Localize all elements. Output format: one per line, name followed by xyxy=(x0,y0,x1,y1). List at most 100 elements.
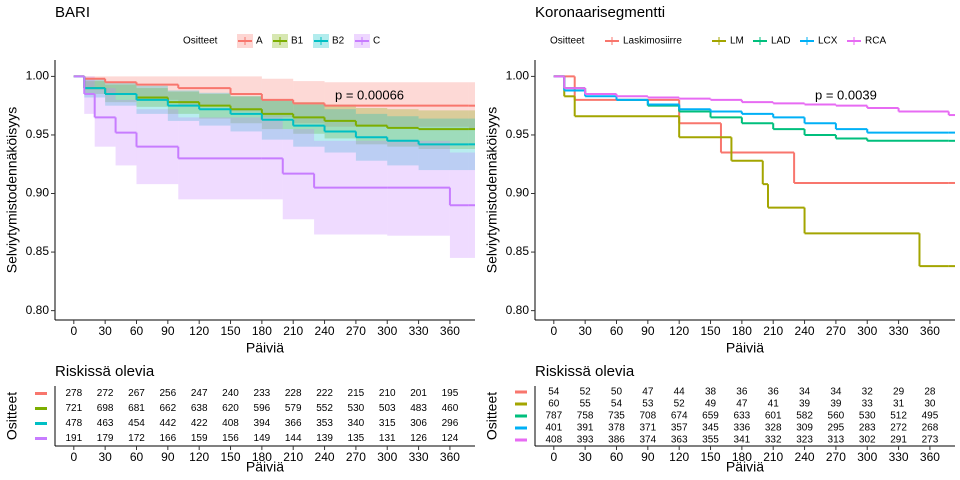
p-value: p = 0.00066 xyxy=(335,88,404,103)
legend-label: LAD xyxy=(771,36,790,47)
x-tick-label: 210 xyxy=(763,324,783,338)
confidence-band xyxy=(105,76,137,94)
risk-count: 278 xyxy=(65,388,82,399)
risk-count: 131 xyxy=(379,433,396,444)
risk-count: 144 xyxy=(285,433,302,444)
risk-count: 393 xyxy=(577,435,594,446)
x-tick-label: 120 xyxy=(189,324,209,338)
risk-count: 309 xyxy=(796,423,813,434)
risk-count: 442 xyxy=(159,418,176,429)
legend-title: Ositteet xyxy=(550,36,585,47)
table-x-tick-label: 300 xyxy=(377,450,397,464)
risk-count: 394 xyxy=(254,418,271,429)
table-x-tick-label: 360 xyxy=(920,450,940,464)
risk-count: 179 xyxy=(97,433,114,444)
risk-count: 30 xyxy=(924,399,936,410)
x-tick-label: 60 xyxy=(610,324,624,338)
table-x-tick-label: 180 xyxy=(732,450,752,464)
table-x-tick-label: 330 xyxy=(889,450,909,464)
risk-count: 47 xyxy=(736,399,748,410)
risk-count: 201 xyxy=(410,388,427,399)
risk-count: 323 xyxy=(796,435,813,446)
risk-count: 52 xyxy=(674,399,686,410)
risk-count: 159 xyxy=(191,433,208,444)
y-axis-label: Selviytymistodennäköisyys xyxy=(484,107,500,274)
confidence-band xyxy=(261,78,294,118)
risk-count: 210 xyxy=(379,388,396,399)
risk-count: 222 xyxy=(316,388,333,399)
risk-count: 156 xyxy=(222,433,239,444)
table-x-tick-label: 60 xyxy=(610,450,624,464)
risk-count: 55 xyxy=(580,399,592,410)
risk-count: 31 xyxy=(893,399,905,410)
legend-label: LCX xyxy=(818,36,838,47)
risk-count: 60 xyxy=(548,399,560,410)
risk-count: 401 xyxy=(545,423,562,434)
y-tick-label: 0.85 xyxy=(506,244,530,258)
risk-table-title: Riskissä olevia xyxy=(55,363,155,380)
table-x-tick-label: 330 xyxy=(409,450,429,464)
risk-count: 374 xyxy=(639,435,656,446)
risk-count: 166 xyxy=(159,433,176,444)
confidence-band xyxy=(84,76,106,89)
risk-count: 149 xyxy=(254,433,271,444)
risk-count: 503 xyxy=(379,403,396,414)
x-axis-label: Päiviä xyxy=(726,340,764,356)
risk-count: 530 xyxy=(348,403,365,414)
risk-count: 787 xyxy=(545,411,562,422)
table-x-tick-label: 150 xyxy=(701,450,721,464)
risk-count: 139 xyxy=(316,433,333,444)
risk-count: 512 xyxy=(890,411,907,422)
risk-count: 328 xyxy=(765,423,782,434)
risk-count: 454 xyxy=(128,418,145,429)
legend-label: B1 xyxy=(291,36,304,47)
risk-count: 34 xyxy=(830,387,842,398)
table-x-tick-label: 210 xyxy=(283,450,303,464)
risk-count: 681 xyxy=(128,403,145,414)
risk-count: 272 xyxy=(97,388,114,399)
x-tick-label: 270 xyxy=(826,324,846,338)
risk-count: 126 xyxy=(410,433,427,444)
confidence-band xyxy=(293,81,325,124)
table-x-tick-label: 150 xyxy=(221,450,241,464)
risk-count: 273 xyxy=(922,435,939,446)
risk-count: 698 xyxy=(97,403,114,414)
x-tick-label: 180 xyxy=(732,324,752,338)
risk-count: 582 xyxy=(796,411,813,422)
risk-count: 353 xyxy=(316,418,333,429)
table-y-axis-label: Ositteet xyxy=(4,392,20,440)
legend-label: Laskimosiirre xyxy=(623,36,682,47)
x-tick-label: 330 xyxy=(409,324,429,338)
risk-count: 363 xyxy=(671,435,688,446)
risk-count: 49 xyxy=(705,399,717,410)
table-x-tick-label: 360 xyxy=(440,450,460,464)
table-x-tick-label: 90 xyxy=(641,450,655,464)
risk-count: 39 xyxy=(799,399,811,410)
table-x-tick-label: 90 xyxy=(161,450,175,464)
x-tick-label: 240 xyxy=(795,324,815,338)
risk-count: 272 xyxy=(890,423,907,434)
y-tick-label: 1.00 xyxy=(26,69,50,83)
risk-count: 313 xyxy=(828,435,845,446)
risk-count: 247 xyxy=(191,388,208,399)
risk-count: 33 xyxy=(862,399,874,410)
x-tick-label: 150 xyxy=(701,324,721,338)
risk-count: 135 xyxy=(348,433,365,444)
x-tick-label: 30 xyxy=(578,324,592,338)
risk-count: 341 xyxy=(734,435,751,446)
risk-count: 638 xyxy=(191,403,208,414)
x-tick-label: 240 xyxy=(315,324,335,338)
risk-count: 408 xyxy=(545,435,562,446)
y-tick-label: 1.00 xyxy=(506,69,530,83)
risk-count: 408 xyxy=(222,418,239,429)
x-tick-label: 360 xyxy=(920,324,940,338)
risk-count: 267 xyxy=(128,388,145,399)
y-tick-label: 0.80 xyxy=(26,303,50,317)
x-tick-label: 180 xyxy=(252,324,272,338)
risk-count: 283 xyxy=(859,423,876,434)
table-x-tick-label: 240 xyxy=(795,450,815,464)
table-y-axis-label: Ositteet xyxy=(484,392,500,440)
table-x-tick-label: 120 xyxy=(189,450,209,464)
risk-count: 29 xyxy=(893,387,905,398)
risk-count: 54 xyxy=(611,399,623,410)
